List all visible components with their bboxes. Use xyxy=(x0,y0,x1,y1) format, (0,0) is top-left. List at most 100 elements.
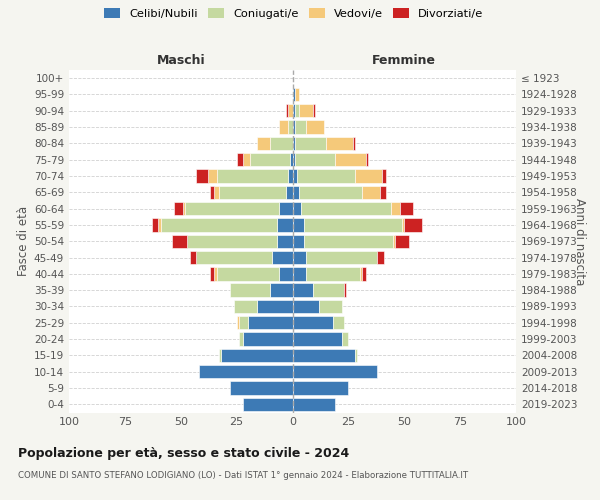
Bar xyxy=(319,300,341,313)
Bar xyxy=(293,267,306,280)
Bar xyxy=(230,382,293,394)
Bar xyxy=(288,104,293,118)
Bar xyxy=(290,153,293,166)
Text: Maschi: Maschi xyxy=(157,54,205,66)
Bar xyxy=(293,382,349,394)
Bar xyxy=(293,153,295,166)
Bar xyxy=(355,348,358,362)
Bar xyxy=(235,300,257,313)
Bar xyxy=(270,136,293,150)
Bar xyxy=(244,398,293,411)
Legend: Celibi/Nubili, Coniugati/e, Vedovi/e, Divorziati/e: Celibi/Nubili, Coniugati/e, Vedovi/e, Di… xyxy=(104,8,484,19)
Bar xyxy=(217,170,288,182)
Bar xyxy=(250,153,290,166)
Y-axis label: Anni di nascita: Anni di nascita xyxy=(573,198,586,285)
Bar xyxy=(279,267,293,280)
Bar xyxy=(152,218,158,232)
Bar xyxy=(174,202,183,215)
Bar xyxy=(239,316,248,330)
Bar xyxy=(293,218,304,232)
Bar xyxy=(313,284,344,297)
Bar xyxy=(293,316,333,330)
Bar xyxy=(362,186,380,199)
Y-axis label: Fasce di età: Fasce di età xyxy=(17,206,30,276)
Bar xyxy=(366,153,368,166)
Bar xyxy=(221,348,293,362)
Bar xyxy=(299,104,313,118)
Bar xyxy=(293,365,377,378)
Bar xyxy=(257,300,293,313)
Bar xyxy=(335,153,366,166)
Bar xyxy=(183,202,185,215)
Bar xyxy=(293,202,301,215)
Bar xyxy=(295,136,326,150)
Bar xyxy=(219,348,221,362)
Bar xyxy=(244,332,293,346)
Bar xyxy=(295,104,299,118)
Bar xyxy=(306,267,359,280)
Text: Femmine: Femmine xyxy=(372,54,436,66)
Bar xyxy=(293,332,341,346)
Bar xyxy=(187,234,277,248)
Bar xyxy=(293,136,295,150)
Bar xyxy=(400,202,413,215)
Bar xyxy=(295,153,335,166)
Bar xyxy=(214,186,219,199)
Bar xyxy=(293,234,304,248)
Bar xyxy=(288,170,293,182)
Bar xyxy=(293,104,295,118)
Bar xyxy=(217,267,279,280)
Bar xyxy=(293,398,335,411)
Bar xyxy=(210,267,214,280)
Bar xyxy=(313,104,315,118)
Bar xyxy=(306,120,324,134)
Bar xyxy=(230,284,270,297)
Bar xyxy=(380,186,386,199)
Bar xyxy=(377,251,384,264)
Bar xyxy=(395,234,409,248)
Bar xyxy=(239,332,244,346)
Bar xyxy=(214,267,217,280)
Bar xyxy=(295,88,299,101)
Bar xyxy=(272,251,293,264)
Bar xyxy=(295,120,306,134)
Text: COMUNE DI SANTO STEFANO LODIGIANO (LO) - Dati ISTAT 1° gennaio 2024 - Elaborazio: COMUNE DI SANTO STEFANO LODIGIANO (LO) -… xyxy=(18,471,468,480)
Bar xyxy=(393,234,395,248)
Bar xyxy=(402,218,404,232)
Bar xyxy=(353,136,355,150)
Bar xyxy=(293,88,295,101)
Bar xyxy=(286,186,293,199)
Bar xyxy=(293,300,319,313)
Bar xyxy=(297,170,355,182)
Bar xyxy=(304,218,402,232)
Bar xyxy=(161,218,277,232)
Bar xyxy=(391,202,400,215)
Bar xyxy=(270,284,293,297)
Bar xyxy=(404,218,422,232)
Bar xyxy=(306,251,377,264)
Bar xyxy=(172,234,187,248)
Bar xyxy=(301,202,391,215)
Bar xyxy=(236,153,244,166)
Bar xyxy=(236,316,239,330)
Bar xyxy=(279,120,288,134)
Bar xyxy=(196,251,272,264)
Bar xyxy=(248,316,293,330)
Bar xyxy=(293,284,313,297)
Bar xyxy=(293,251,306,264)
Bar xyxy=(293,348,355,362)
Bar xyxy=(355,170,382,182)
Bar xyxy=(359,267,362,280)
Bar xyxy=(185,202,279,215)
Bar xyxy=(279,202,293,215)
Bar xyxy=(210,186,214,199)
Bar xyxy=(326,136,353,150)
Text: Popolazione per età, sesso e stato civile - 2024: Popolazione per età, sesso e stato civil… xyxy=(18,448,349,460)
Bar xyxy=(196,170,208,182)
Bar xyxy=(277,218,293,232)
Bar xyxy=(244,153,250,166)
Bar xyxy=(293,170,297,182)
Bar xyxy=(341,332,349,346)
Bar xyxy=(277,234,293,248)
Bar xyxy=(219,186,286,199)
